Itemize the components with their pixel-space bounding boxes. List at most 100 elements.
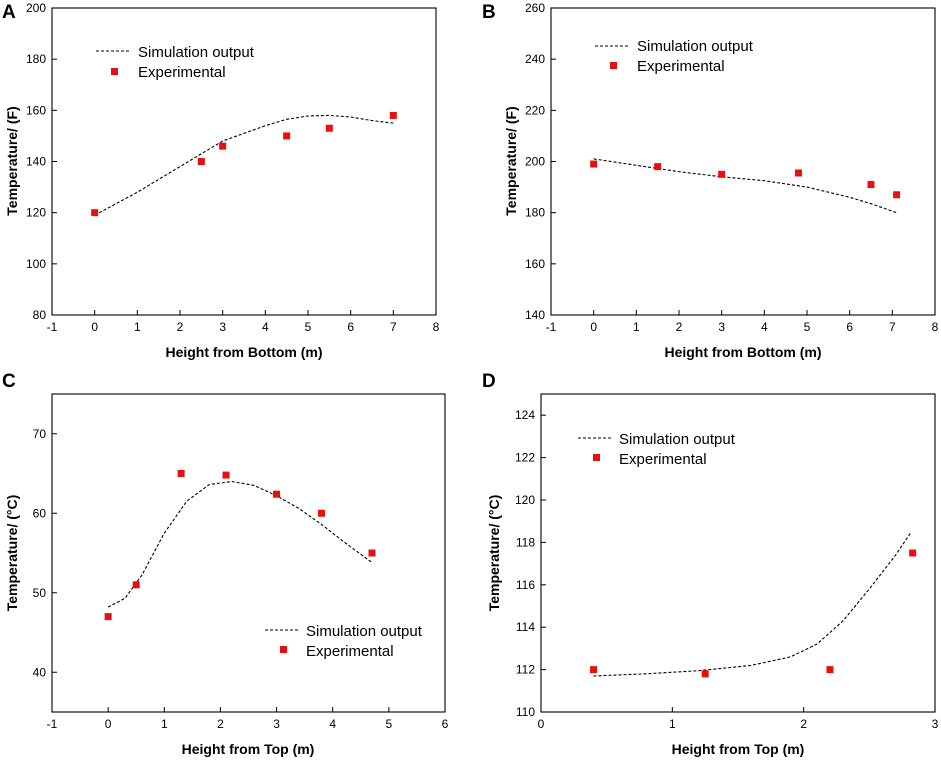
panel-a-x-tick-label: -1	[47, 320, 58, 334]
panel-a-x-tick-label: 1	[134, 320, 141, 334]
panel-a-simulation-line	[94, 114, 394, 216]
panel-b-x-tick-label: 6	[846, 320, 853, 334]
panel-a-legend-marker-swatch	[111, 68, 118, 75]
panel-d-legend-marker-swatch	[593, 454, 600, 461]
panel-c-x-tick-label: -1	[47, 717, 58, 731]
panel-b-x-tick-label: 5	[804, 320, 811, 334]
panel-b-y-tick-label: 260	[525, 1, 545, 15]
panel-a-series	[91, 111, 397, 217]
panel-a-x-tick-label: 3	[219, 320, 226, 334]
panel-b-legend-simulation-label: Simulation output	[637, 38, 754, 55]
panel-b-y-axis-title: Temperature/ (F)	[503, 106, 519, 215]
panel-d-experimental-point	[909, 549, 917, 557]
panel-d-plot-frame	[540, 393, 936, 713]
panel-c-x-tick-label: 5	[386, 717, 393, 731]
panel-a-y-tick-label: 180	[26, 52, 46, 66]
panel-a-experimental-point	[389, 111, 397, 119]
panel-a-experimental-point	[91, 209, 99, 217]
panel-d-legend-experimental-label: Experimental	[619, 451, 707, 468]
panel-c-ticks: -1 0 1 2 3 4 5 6 40 50 60 70	[33, 427, 449, 731]
panel-b-y-tick-label: 240	[525, 52, 545, 66]
panel-d-experimental-point	[590, 666, 598, 674]
panel-d-y-tick-label: 114	[516, 620, 535, 634]
panel-c-y-tick-label: 50	[33, 586, 47, 600]
panel-a-x-tick-label: 5	[305, 320, 312, 334]
panel-c-x-tick-label: 3	[273, 717, 280, 731]
panel-c-experimental-point	[317, 509, 325, 517]
panel-a-y-tick-label: 140	[26, 155, 46, 169]
panel-b-experimental-point	[794, 169, 802, 177]
panel-b-x-tick-label: 0	[590, 320, 597, 334]
panel-c-legend-marker-swatch	[280, 646, 287, 653]
panel-c-y-tick-label: 40	[33, 665, 47, 679]
panel-a-x-tick-label: 2	[177, 320, 184, 334]
panel-d-y-tick-label: 122	[515, 451, 535, 465]
panel-a-experimental-point	[325, 124, 333, 132]
panel-b-experimental-point	[718, 170, 726, 178]
panel-b-x-axis-title: Height from Bottom (m)	[664, 344, 821, 360]
panel-b: B -1 0 1 2 3 4 5 6 7 8 140 160 180 200 220 240 260 Heigh…	[482, 1, 939, 360]
panel-b-experimental-point	[867, 181, 875, 189]
panel-b-x-tick-label: -1	[546, 320, 557, 334]
panel-d-x-tick-label: 2	[800, 717, 807, 731]
panel-c-experimental-point	[222, 471, 230, 479]
panel-d-legend-simulation-label: Simulation output	[619, 431, 736, 448]
panel-b-x-tick-label: 7	[889, 320, 896, 334]
panel-b-x-tick-label: 2	[676, 320, 683, 334]
panel-b-x-tick-label: 8	[932, 320, 939, 334]
panel-b-x-tick-label: 4	[761, 320, 768, 334]
panel-a-experimental-point	[219, 142, 227, 150]
panel-c-legend: Simulation output Experimental	[265, 623, 423, 660]
panel-a-x-axis-title: Height from Bottom (m)	[165, 344, 322, 360]
panel-a: A -1 0 1 2 3 4 5 6 7 8 80 100 120 140 160 180 200 Height…	[2, 1, 440, 360]
panel-c-x-axis-title: Height from Top (m)	[182, 741, 315, 757]
panel-b-y-tick-label: 200	[525, 155, 545, 169]
panel-c-legend-simulation-label: Simulation output	[306, 623, 423, 640]
panel-d-ticks: 0 1 2 3 110 112 114 116 118 120 122 124	[515, 408, 939, 731]
panel-b-x-tick-label: 3	[718, 320, 725, 334]
panel-b-y-tick-label: 220	[525, 103, 545, 117]
panel-d-x-tick-label: 0	[538, 717, 545, 731]
panel-d-y-tick-label: 118	[516, 535, 535, 549]
panel-a-legend-experimental-label: Experimental	[138, 64, 226, 81]
panel-b-series	[590, 158, 901, 214]
panel-d-x-tick-label: 3	[932, 717, 939, 731]
panel-b-y-tick-label: 140	[525, 308, 545, 322]
panel-c-experimental-point	[132, 581, 140, 589]
panel-c-plot-frame	[51, 393, 446, 713]
panel-a-y-tick-label: 160	[26, 103, 46, 117]
panel-d-series	[590, 531, 917, 678]
panel-c-experimental-point	[104, 613, 112, 621]
panel-a-y-tick-label: 200	[26, 1, 46, 15]
panel-c-x-tick-label: 6	[442, 717, 449, 731]
panel-c-series	[104, 470, 376, 621]
panel-d-simulation-line	[593, 531, 912, 677]
panel-b-legend: Simulation output Experimental	[595, 38, 754, 75]
panel-a-y-tick-label: 80	[33, 308, 47, 322]
panel-b-experimental-point	[590, 160, 598, 168]
panel-d-legend: Simulation output Experimental	[578, 431, 736, 468]
panel-c-x-tick-label: 1	[161, 717, 168, 731]
panel-c-y-axis-title: Temperature/ (°C)	[4, 495, 20, 612]
panel-b-simulation-line	[593, 158, 897, 214]
panel-a-legend-simulation-label: Simulation output	[138, 44, 255, 61]
panel-b-experimental-point	[654, 163, 662, 171]
panel-b-experimental-point	[893, 191, 901, 199]
panel-a-y-tick-label: 100	[26, 257, 46, 271]
panel-d-experimental-point	[826, 666, 834, 674]
panel-a-x-tick-label: 8	[433, 320, 440, 334]
panel-d-y-tick-label: 110	[516, 705, 535, 719]
panel-c-experimental-point	[273, 490, 281, 498]
panel-b-ticks: -1 0 1 2 3 4 5 6 7 8 140 160 180 200 220 240 260	[525, 1, 939, 334]
panel-c-letter: C	[2, 371, 16, 392]
panel-d: D 0 1 2 3 110 112 114 116 118 120 122 124 Height fr…	[482, 371, 939, 757]
panel-a-x-tick-label: 0	[91, 320, 98, 334]
panel-d-y-tick-label: 116	[516, 578, 535, 592]
panel-a-x-tick-label: 7	[390, 320, 397, 334]
panel-d-letter: D	[482, 371, 496, 392]
panel-a-legend: Simulation output Experimental	[96, 44, 255, 81]
panel-d-y-tick-label: 124	[515, 408, 535, 422]
panel-c-y-tick-label: 60	[33, 506, 47, 520]
panel-c-experimental-point	[368, 549, 376, 557]
